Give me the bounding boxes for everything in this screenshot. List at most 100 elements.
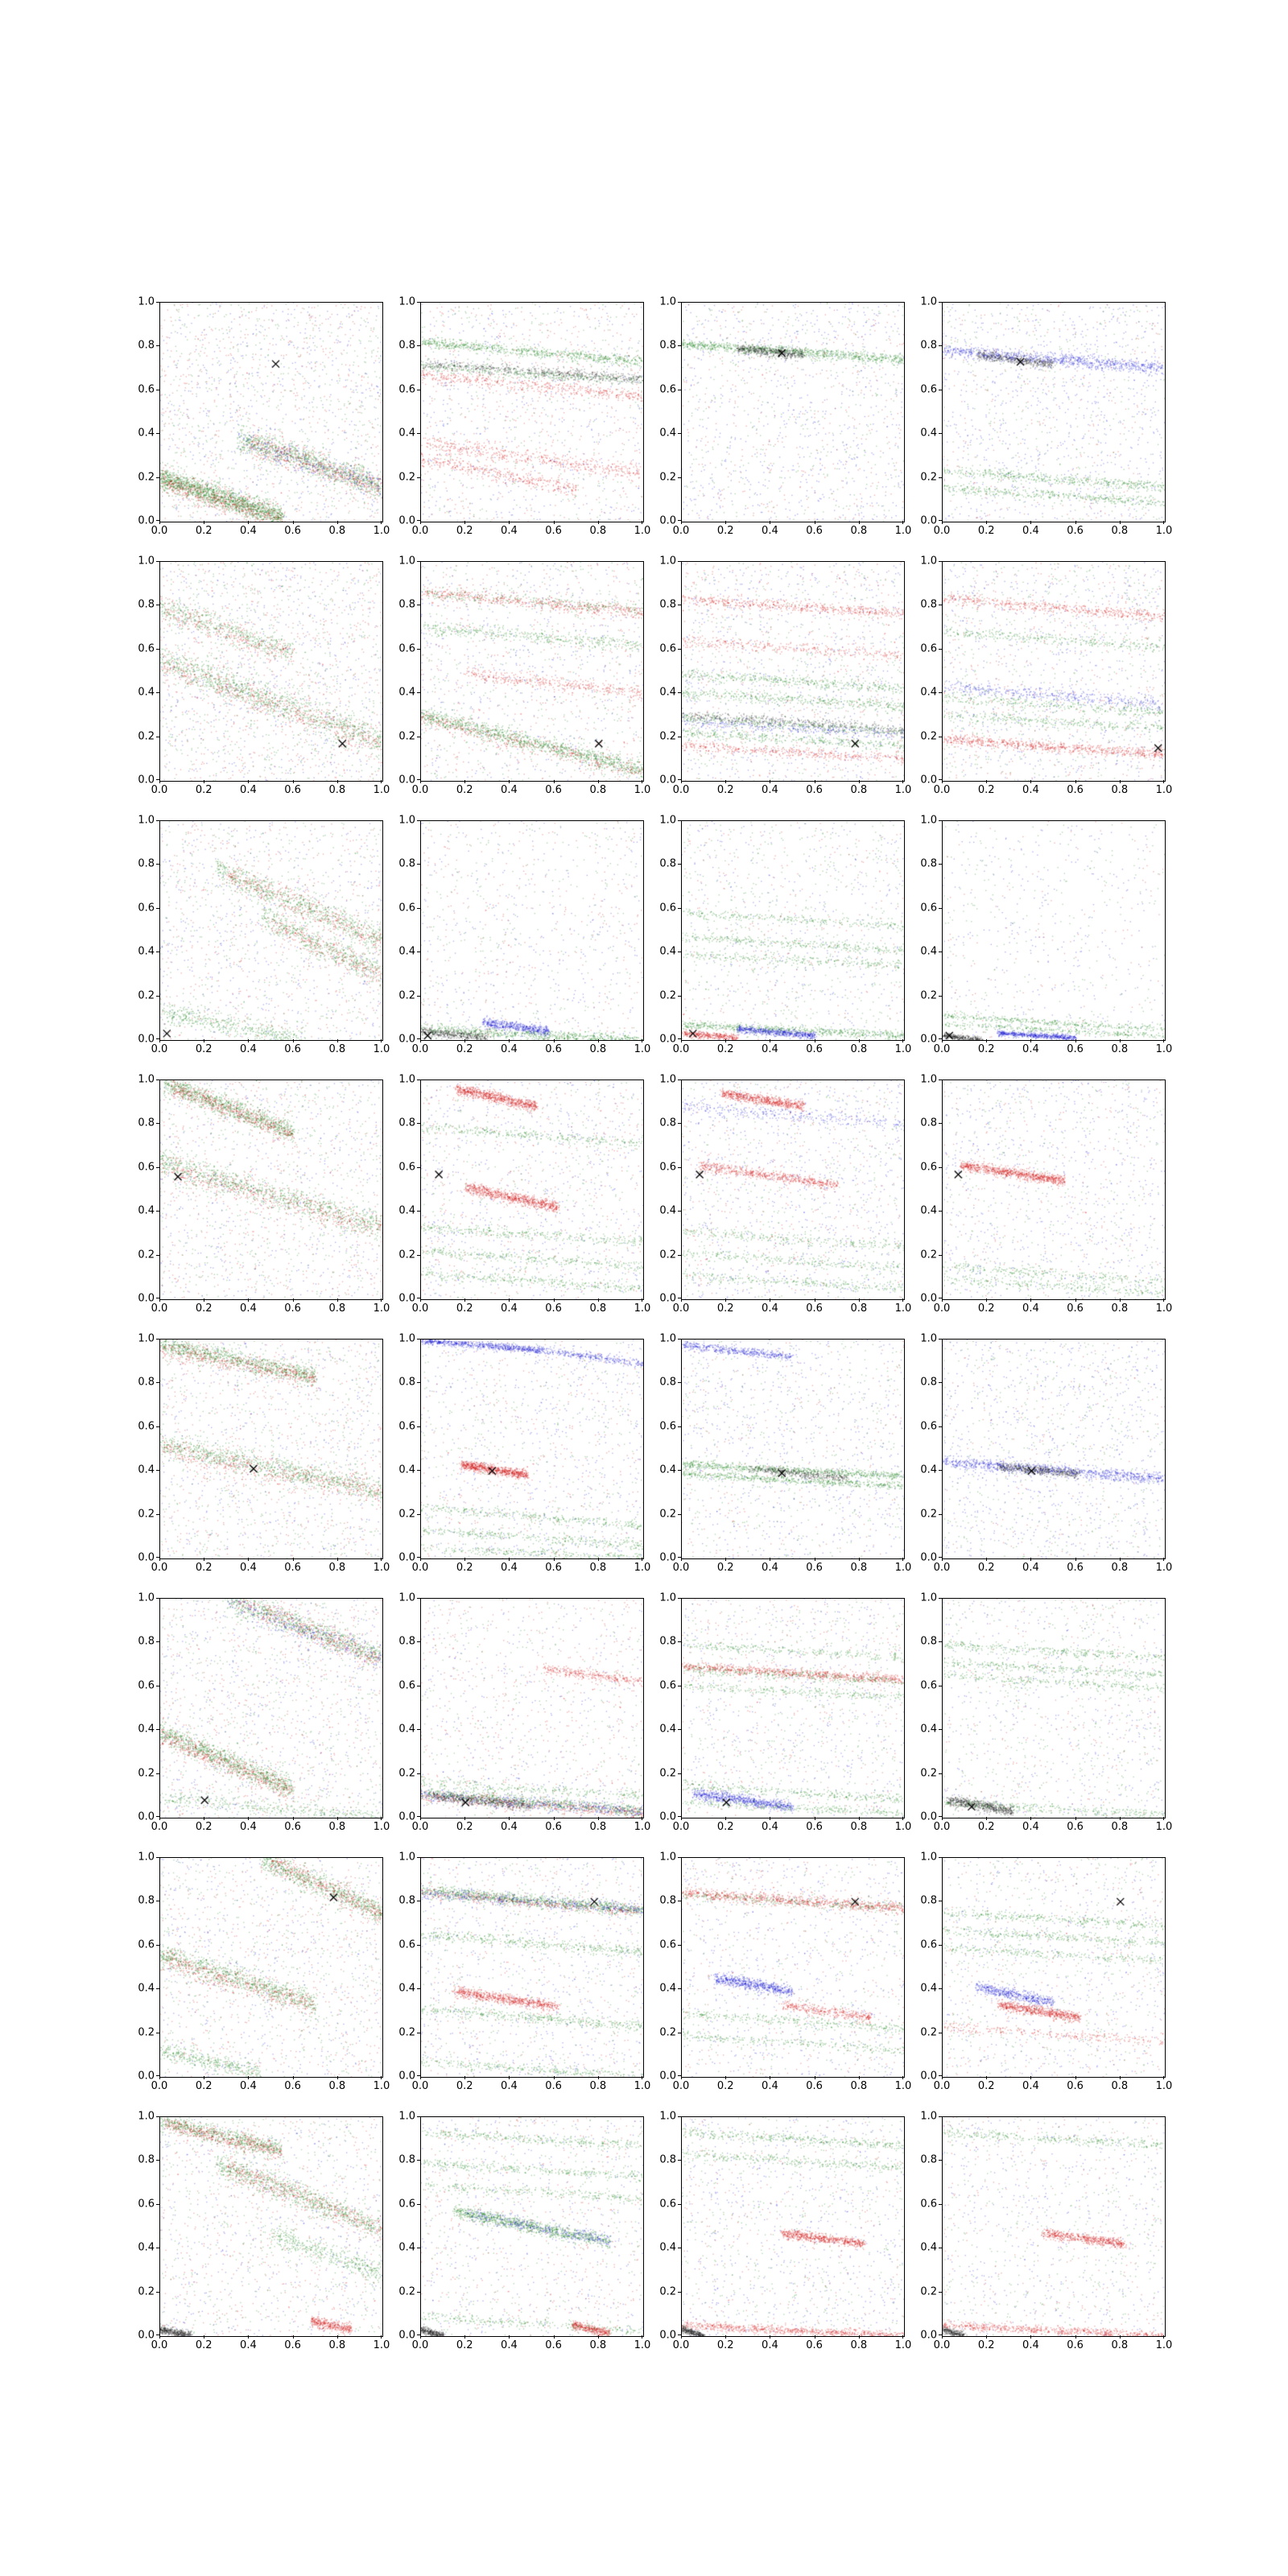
x-tick-label: 1.0 <box>894 2080 912 2092</box>
x-tick-mark <box>336 1817 338 1820</box>
y-tick-mark <box>939 2334 942 2335</box>
y-tick-mark <box>939 1944 942 1946</box>
x-tick-mark <box>336 1298 338 1302</box>
subplot-r6-c3: 0.0 0.0 0.2 0.2 0.4 0.4 0.6 0.6 0.8 0.8 1.0 1.0 <box>659 1593 911 1833</box>
y-tick-mark <box>939 1038 942 1039</box>
y-tick-mark <box>939 1598 942 1599</box>
y-tick-mark <box>678 477 681 478</box>
subplot-r3-c4: 0.0 0.0 0.2 0.2 0.4 0.4 0.6 0.6 0.8 0.8 1.0 1.0 <box>920 815 1172 1055</box>
y-tick-mark <box>156 864 159 865</box>
x-tick-label: 0.8 <box>328 2339 346 2351</box>
y-tick-mark <box>417 864 420 865</box>
x-tick-mark <box>902 1039 903 1042</box>
y-tick-mark <box>678 1598 681 1599</box>
y-tick-label: 0.8 <box>659 339 676 352</box>
x-tick-mark <box>1163 1817 1164 1820</box>
x-tick-label: 0.2 <box>195 1043 213 1055</box>
x-tick-label: 0.8 <box>1111 784 1129 796</box>
y-tick-mark <box>417 1211 420 1212</box>
subplot-r6-c4: 0.0 0.0 0.2 0.2 0.4 0.4 0.6 0.6 0.8 0.8 1.0 1.0 <box>920 1593 1172 1833</box>
y-tick-mark <box>417 995 420 997</box>
x-tick-mark <box>681 521 682 524</box>
y-tick-mark <box>417 561 420 562</box>
y-tick-label: 0.6 <box>138 1161 155 1174</box>
y-tick-label: 0.2 <box>659 2026 676 2039</box>
y-tick-mark <box>156 779 159 780</box>
y-tick-mark <box>678 2203 681 2205</box>
y-tick-label: 0.2 <box>920 2285 937 2298</box>
x-tick-mark <box>1030 521 1032 524</box>
y-tick-mark <box>939 561 942 562</box>
y-tick-mark <box>156 2291 159 2293</box>
y-tick-mark <box>417 302 420 303</box>
x-tick-label: 0.8 <box>328 1302 346 1315</box>
x-tick-mark <box>464 1558 466 1561</box>
x-tick-label: 0.0 <box>151 2080 168 2092</box>
x-tick-label: 1.0 <box>1155 1562 1173 1574</box>
y-tick-label: 0.8 <box>138 1376 155 1389</box>
x-tick-mark <box>381 1039 382 1042</box>
x-tick-mark <box>553 1298 555 1302</box>
x-tick-mark <box>597 780 599 783</box>
y-tick-mark <box>156 648 159 650</box>
x-tick-mark <box>1030 2076 1032 2079</box>
x-tick-label: 0.2 <box>716 1043 734 1055</box>
y-tick-label: 0.2 <box>920 989 937 1002</box>
subplot-r4-c1: 0.0 0.0 0.2 0.2 0.4 0.4 0.6 0.6 0.8 0.8 1.0 1.0 <box>138 1075 390 1315</box>
x-tick-label: 0.0 <box>672 1562 690 1574</box>
x-tick-label: 0.8 <box>589 1302 607 1315</box>
x-tick-mark <box>858 1039 860 1042</box>
y-tick-label: 0.2 <box>659 1767 676 1780</box>
y-tick-label: 0.8 <box>920 598 937 611</box>
x-tick-label: 1.0 <box>894 1043 912 1055</box>
x-tick-mark <box>986 1039 988 1042</box>
x-tick-label: 0.6 <box>284 2080 301 2092</box>
x-tick-mark <box>681 1558 682 1561</box>
x-tick-label: 0.6 <box>545 2080 562 2092</box>
x-tick-mark <box>725 1558 727 1561</box>
x-tick-mark <box>902 1558 903 1561</box>
x-tick-mark <box>942 1817 943 1820</box>
y-tick-mark <box>417 2075 420 2076</box>
y-tick-mark <box>939 820 942 821</box>
x-tick-mark <box>1030 1817 1032 1820</box>
y-tick-mark <box>156 1773 159 1774</box>
y-tick-mark <box>678 1166 681 1168</box>
y-tick-mark <box>417 907 420 909</box>
scatter-canvas-r2-c4 <box>942 561 1166 782</box>
y-tick-label: 0.0 <box>920 1033 937 1046</box>
x-tick-label: 0.4 <box>762 2080 778 2092</box>
x-tick-label: 0.4 <box>762 2339 778 2351</box>
x-tick-mark <box>336 1558 338 1561</box>
x-tick-label: 0.0 <box>672 525 690 537</box>
y-tick-mark <box>678 1382 681 1384</box>
y-tick-mark <box>678 520 681 521</box>
x-tick-label: 0.2 <box>716 1302 734 1315</box>
x-tick-label: 1.0 <box>1155 1302 1173 1315</box>
y-tick-label: 0.4 <box>398 2241 415 2254</box>
y-tick-label: 0.0 <box>659 774 676 786</box>
x-tick-label: 1.0 <box>634 1821 651 1833</box>
scatter-canvas-r2-c2 <box>420 561 644 782</box>
x-tick-label: 0.8 <box>589 1562 607 1574</box>
subplot-r6-c2: 0.0 0.0 0.2 0.2 0.4 0.4 0.6 0.6 0.8 0.8 1.0 1.0 <box>398 1593 650 1833</box>
y-tick-mark <box>939 779 942 780</box>
y-tick-label: 0.4 <box>138 686 155 699</box>
x-tick-label: 0.0 <box>672 784 690 796</box>
x-tick-label: 0.4 <box>1022 2080 1039 2092</box>
y-tick-label: 0.0 <box>398 1810 415 1823</box>
y-tick-mark <box>678 1944 681 1946</box>
x-tick-mark <box>597 2076 599 2079</box>
x-tick-label: 0.0 <box>933 2339 951 2351</box>
y-tick-mark <box>417 1944 420 1946</box>
x-tick-label: 0.2 <box>716 784 734 796</box>
y-tick-mark <box>678 1729 681 1731</box>
y-tick-mark <box>417 2334 420 2335</box>
y-tick-label: 0.2 <box>659 471 676 484</box>
subplot-r4-c3: 0.0 0.0 0.2 0.2 0.4 0.4 0.6 0.6 0.8 0.8 1.0 1.0 <box>659 1075 911 1315</box>
x-tick-mark <box>248 1039 250 1042</box>
x-tick-mark <box>902 521 903 524</box>
y-tick-mark <box>939 1211 942 1212</box>
x-tick-mark <box>509 1039 510 1042</box>
x-tick-mark <box>1119 2335 1121 2339</box>
